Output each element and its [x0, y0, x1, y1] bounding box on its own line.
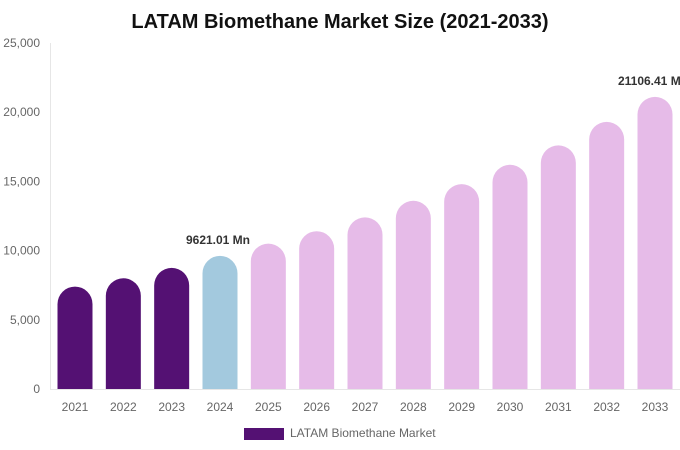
x-tick-label: 2026 — [303, 400, 330, 414]
data-label: 9621.01 Mn — [186, 233, 250, 247]
x-tick-label: 2024 — [207, 400, 234, 414]
x-tick-label: 2029 — [448, 400, 475, 414]
y-tick-label: 20,000 — [3, 105, 40, 119]
data-label: 21106.41 Mn — [618, 74, 680, 88]
bar-2026[interactable] — [299, 231, 335, 389]
chart-title: LATAM Biomethane Market Size (2021-2033) — [131, 11, 548, 33]
x-tick-label: 2033 — [642, 400, 669, 414]
bar-2021[interactable] — [57, 286, 93, 389]
x-tick-label: 2027 — [352, 400, 379, 414]
y-tick-label: 15,000 — [3, 174, 40, 188]
bar-2023[interactable] — [154, 267, 190, 389]
x-tick-label: 2028 — [400, 400, 427, 414]
bar-2029[interactable] — [444, 184, 480, 389]
x-tick-label: 2023 — [158, 400, 185, 414]
legend[interactable]: LATAM Biomethane Market — [244, 426, 436, 440]
y-tick-label: 25,000 — [3, 36, 40, 50]
bar-2027[interactable] — [347, 217, 383, 389]
legend-swatch — [244, 428, 284, 440]
bar-2031[interactable] — [540, 145, 576, 389]
x-tick-label: 2032 — [593, 400, 620, 414]
bar-2025[interactable] — [250, 243, 286, 389]
x-tick-label: 2021 — [62, 400, 89, 414]
y-tick-label: 5,000 — [10, 313, 40, 327]
bar-2028[interactable] — [395, 200, 431, 389]
bar-2033[interactable] — [637, 96, 673, 390]
bar-2022[interactable] — [105, 278, 141, 389]
x-tick-label: 2030 — [497, 400, 524, 414]
x-tick-label: 2025 — [255, 400, 282, 414]
bar-2024[interactable] — [202, 255, 238, 389]
legend-label: LATAM Biomethane Market — [290, 426, 436, 440]
y-tick-label: 0 — [33, 382, 40, 396]
x-tick-label: 2031 — [545, 400, 572, 414]
bar-2032[interactable] — [589, 121, 625, 389]
bar-2030[interactable] — [492, 164, 528, 389]
x-tick-label: 2022 — [110, 400, 137, 414]
y-tick-label: 10,000 — [3, 244, 40, 258]
